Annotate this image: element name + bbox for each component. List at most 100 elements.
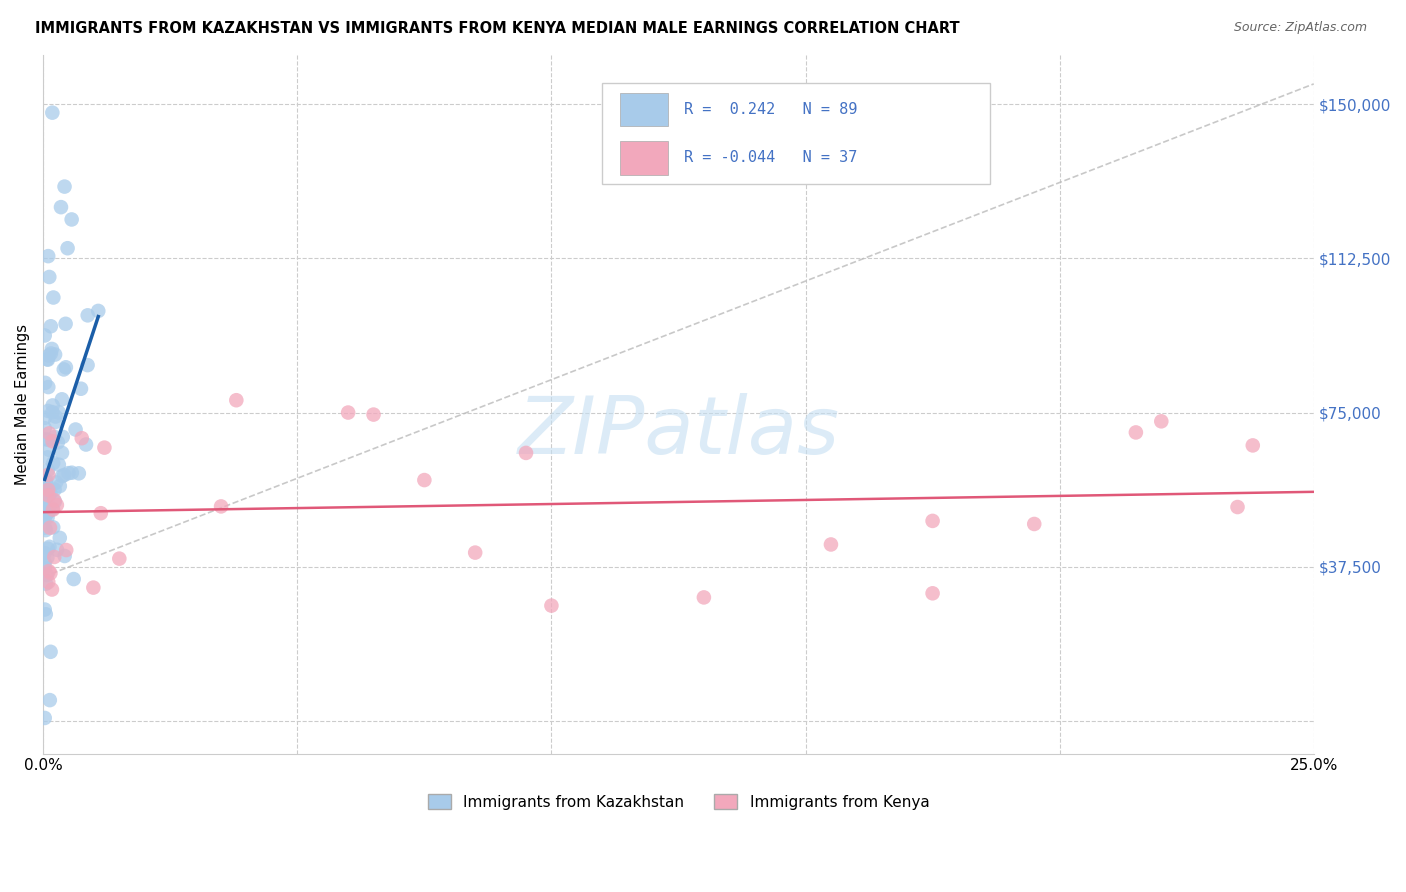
Point bbox=[51, 392, 73, 407]
Point bbox=[35, 508, 58, 522]
Point bbox=[41, 582, 63, 597]
Point bbox=[34, 492, 56, 507]
Point bbox=[1241, 438, 1264, 452]
Point bbox=[42, 456, 65, 470]
Point bbox=[35, 475, 58, 490]
Point bbox=[48, 458, 70, 472]
Point bbox=[67, 467, 90, 481]
Point bbox=[52, 430, 75, 444]
Point bbox=[39, 319, 62, 334]
Point bbox=[52, 362, 75, 376]
Point bbox=[60, 212, 83, 227]
Point bbox=[35, 474, 58, 488]
Point bbox=[37, 541, 59, 556]
Point bbox=[38, 564, 60, 578]
Point bbox=[55, 360, 77, 375]
Point bbox=[41, 105, 63, 120]
Point bbox=[39, 566, 62, 581]
Point bbox=[337, 405, 360, 419]
Point bbox=[41, 434, 63, 449]
Point bbox=[34, 376, 56, 390]
Point bbox=[39, 486, 62, 500]
Point bbox=[39, 346, 62, 360]
Point bbox=[38, 540, 60, 554]
Point bbox=[363, 408, 385, 422]
Point bbox=[82, 581, 104, 595]
Point bbox=[34, 711, 56, 725]
Point bbox=[45, 475, 67, 490]
Point bbox=[56, 241, 79, 255]
Point bbox=[820, 537, 842, 551]
Point bbox=[76, 309, 98, 323]
Point bbox=[35, 523, 58, 537]
Point bbox=[37, 352, 59, 367]
Point bbox=[44, 415, 66, 429]
Point bbox=[44, 493, 66, 508]
Point bbox=[42, 520, 65, 534]
Point bbox=[540, 599, 562, 613]
Point bbox=[41, 342, 63, 356]
Point bbox=[46, 542, 69, 557]
Point bbox=[37, 575, 59, 590]
Legend: Immigrants from Kazakhstan, Immigrants from Kenya: Immigrants from Kazakhstan, Immigrants f… bbox=[422, 788, 935, 815]
Point bbox=[46, 435, 69, 450]
Point bbox=[48, 405, 70, 419]
Point bbox=[49, 200, 72, 214]
Point bbox=[38, 349, 60, 363]
Text: IMMIGRANTS FROM KAZAKHSTAN VS IMMIGRANTS FROM KENYA MEDIAN MALE EARNINGS CORRELA: IMMIGRANTS FROM KAZAKHSTAN VS IMMIGRANTS… bbox=[35, 21, 960, 36]
Point bbox=[53, 467, 76, 482]
Point bbox=[53, 549, 76, 563]
Point bbox=[209, 500, 232, 514]
Point bbox=[34, 546, 56, 560]
Point bbox=[42, 291, 65, 305]
Point bbox=[37, 404, 59, 418]
Point bbox=[38, 442, 60, 457]
FancyBboxPatch shape bbox=[602, 83, 990, 185]
Point bbox=[65, 423, 87, 437]
Point bbox=[464, 546, 486, 560]
Point bbox=[49, 531, 72, 545]
Point bbox=[37, 550, 59, 565]
Point bbox=[38, 270, 60, 285]
Point bbox=[37, 483, 59, 497]
Point bbox=[37, 249, 59, 263]
Point bbox=[60, 466, 83, 480]
Point bbox=[35, 576, 58, 591]
Point bbox=[44, 549, 66, 564]
Point bbox=[34, 502, 56, 516]
Point bbox=[41, 405, 63, 419]
Point bbox=[34, 602, 56, 616]
Text: Source: ZipAtlas.com: Source: ZipAtlas.com bbox=[1233, 21, 1367, 34]
Point bbox=[51, 446, 73, 460]
Point bbox=[87, 304, 110, 318]
Point bbox=[1024, 516, 1046, 531]
Point bbox=[37, 488, 59, 502]
Point bbox=[35, 503, 58, 517]
Text: ZIPatlas: ZIPatlas bbox=[517, 393, 839, 471]
Point bbox=[693, 591, 716, 605]
Point bbox=[39, 521, 62, 535]
Point bbox=[37, 463, 59, 477]
Point bbox=[34, 410, 56, 425]
Point bbox=[921, 586, 943, 600]
Point bbox=[1150, 414, 1173, 428]
Point bbox=[35, 568, 58, 582]
Point bbox=[34, 480, 56, 494]
Point bbox=[90, 506, 112, 520]
Point bbox=[38, 426, 60, 441]
FancyBboxPatch shape bbox=[620, 93, 668, 127]
Point bbox=[41, 501, 63, 516]
Point bbox=[93, 441, 115, 455]
Point bbox=[34, 492, 56, 507]
Point bbox=[921, 514, 943, 528]
Point bbox=[58, 466, 80, 480]
Point bbox=[1125, 425, 1147, 440]
Text: R = -0.044   N = 37: R = -0.044 N = 37 bbox=[683, 150, 856, 165]
Point bbox=[35, 607, 58, 622]
Point bbox=[37, 433, 59, 447]
Point bbox=[37, 467, 59, 482]
Point bbox=[38, 693, 60, 707]
Point bbox=[34, 328, 56, 343]
Point bbox=[108, 551, 131, 566]
Point bbox=[70, 431, 93, 445]
